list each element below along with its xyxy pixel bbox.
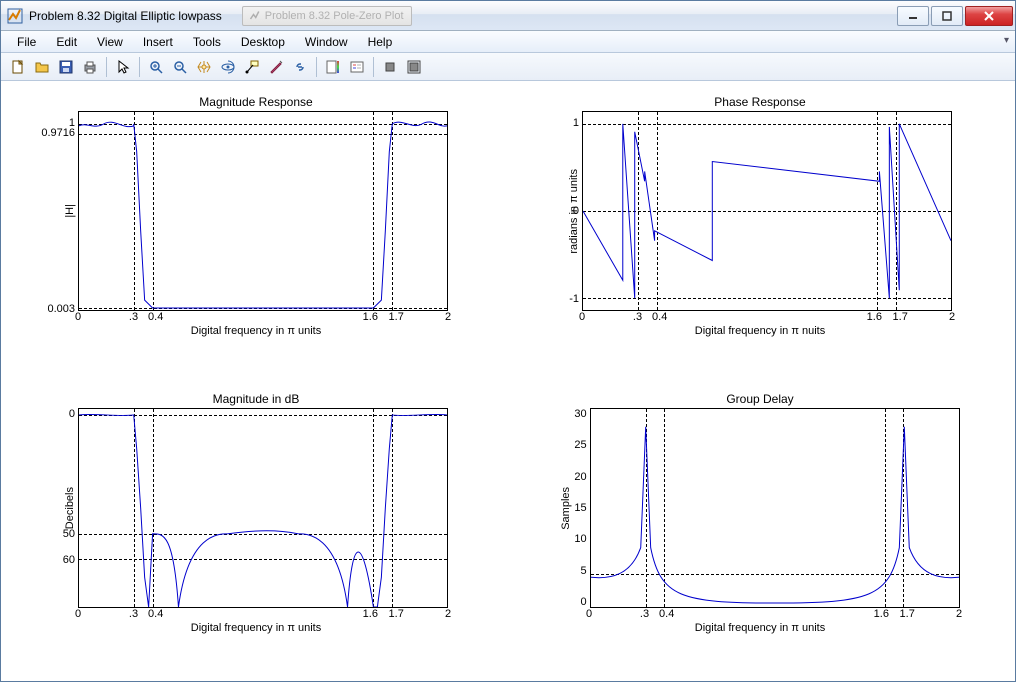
y-tick: 0	[69, 408, 78, 420]
x-axis-label: Digital frequency in π units	[695, 622, 826, 634]
y-tick: 0	[573, 205, 582, 217]
subplot-group-delay: Group Delay Samples 0 5 10 15 20 25 30	[523, 392, 997, 671]
line-magnitude	[79, 112, 447, 310]
toolbar-separator	[373, 57, 374, 77]
hide-plot-tools-button[interactable]	[379, 56, 401, 78]
menu-window[interactable]: Window	[295, 33, 358, 51]
open-file-button[interactable]	[31, 56, 53, 78]
toolbar-separator	[139, 57, 140, 77]
toolbar-separator	[106, 57, 107, 77]
y-tick: 0.003	[47, 303, 78, 315]
rotate-3d-button[interactable]	[217, 56, 239, 78]
plot-title: Group Delay	[726, 392, 793, 406]
plot-title: Magnitude in dB	[213, 392, 300, 406]
insert-colorbar-button[interactable]	[322, 56, 344, 78]
line-group-delay	[591, 409, 959, 607]
background-tab: Problem 8.32 Pole-Zero Plot	[242, 6, 412, 26]
figure-area: Magnitude Response |H| 1 0.9716 0.003	[1, 81, 1015, 681]
new-figure-button[interactable]	[7, 56, 29, 78]
brush-button[interactable]	[265, 56, 287, 78]
menubar: File Edit View Insert Tools Desktop Wind…	[1, 31, 1015, 53]
x-ticks: 0 .3 0.4 1.6 1.7 2	[582, 311, 952, 325]
window-title: Problem 8.32 Digital Elliptic lowpass	[29, 9, 222, 23]
menu-edit[interactable]: Edit	[46, 33, 87, 51]
insert-legend-button[interactable]	[346, 56, 368, 78]
titlebar[interactable]: Problem 8.32 Digital Elliptic lowpass Pr…	[1, 1, 1015, 31]
link-button[interactable]	[289, 56, 311, 78]
y-ticks: 0 5 10 15 20 25 30	[574, 408, 589, 608]
data-cursor-button[interactable]	[241, 56, 263, 78]
x-axis-label: Digital frequency in π units	[191, 325, 322, 337]
y-axis-label: Samples	[560, 487, 572, 530]
x-ticks: 0 .3 0.4 1.6 1.7 2	[78, 608, 448, 622]
x-ticks: 0 .3 0.4 1.6 1.7 2	[589, 608, 959, 622]
print-button[interactable]	[79, 56, 101, 78]
y-tick: 0.9716	[41, 127, 78, 139]
menu-help[interactable]: Help	[358, 33, 403, 51]
line-db	[79, 409, 447, 607]
y-tick: 1	[573, 117, 582, 129]
subplot-db: Magnitude in dB Decibels 0 50 60	[19, 392, 493, 671]
axes[interactable]	[78, 111, 448, 311]
y-axis-label: |H|	[64, 204, 76, 218]
axes[interactable]	[590, 408, 960, 608]
subplot-phase: Phase Response radians in π units 1 0 -1	[523, 95, 997, 374]
x-ticks: 0 .3 0.4 1.6 1.7 2	[78, 311, 448, 325]
menu-insert[interactable]: Insert	[133, 33, 183, 51]
menubar-chevron-icon[interactable]: ▾	[1004, 35, 1009, 46]
pointer-button[interactable]	[112, 56, 134, 78]
close-button[interactable]	[965, 6, 1013, 26]
minimize-button[interactable]	[897, 6, 929, 26]
y-tick: 60	[63, 554, 78, 566]
subplot-magnitude: Magnitude Response |H| 1 0.9716 0.003	[19, 95, 493, 374]
y-tick: -1	[569, 293, 582, 305]
show-plot-tools-button[interactable]	[403, 56, 425, 78]
window-controls	[895, 6, 1013, 26]
save-button[interactable]	[55, 56, 77, 78]
pan-button[interactable]	[193, 56, 215, 78]
axes[interactable]	[582, 111, 952, 311]
zoom-in-button[interactable]	[145, 56, 167, 78]
y-tick: 50	[63, 528, 78, 540]
menu-desktop[interactable]: Desktop	[231, 33, 295, 51]
menu-view[interactable]: View	[87, 33, 133, 51]
plot-title: Magnitude Response	[199, 95, 312, 109]
maximize-button[interactable]	[931, 6, 963, 26]
line-phase	[583, 112, 951, 310]
axes[interactable]	[78, 408, 448, 608]
x-axis-label: Digital frequency in π nuits	[695, 325, 826, 337]
toolbar-separator	[316, 57, 317, 77]
matlab-icon	[7, 8, 23, 24]
x-axis-label: Digital frequency in π units	[191, 622, 322, 634]
menu-tools[interactable]: Tools	[183, 33, 231, 51]
y-axis-label: Decibels	[64, 487, 76, 529]
toolbar	[1, 53, 1015, 81]
figure-window: Problem 8.32 Digital Elliptic lowpass Pr…	[0, 0, 1016, 682]
plot-title: Phase Response	[714, 95, 805, 109]
zoom-out-button[interactable]	[169, 56, 191, 78]
menu-file[interactable]: File	[7, 33, 46, 51]
